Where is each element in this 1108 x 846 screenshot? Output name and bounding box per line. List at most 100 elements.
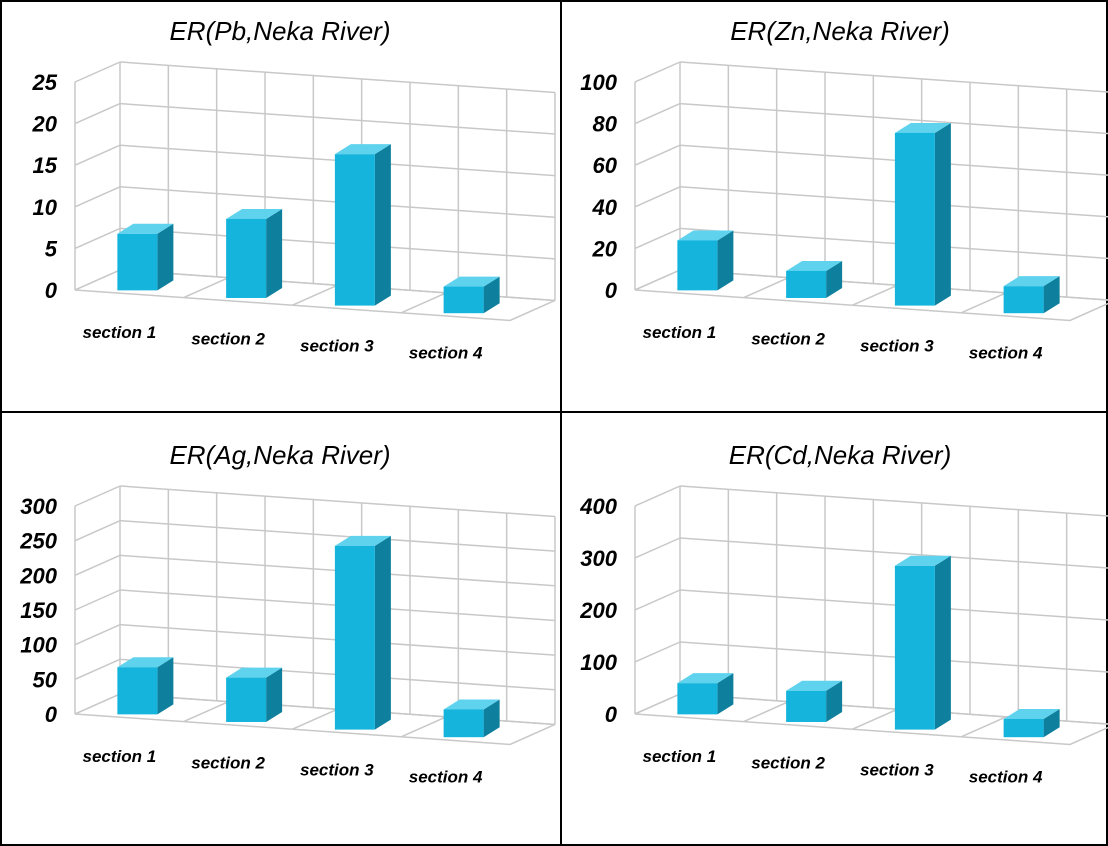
chart-title: ER(Ag,Neka River) (169, 440, 390, 470)
bar-front (1003, 719, 1044, 738)
chart-floor (634, 269, 1108, 322)
y-tick-label: 50 (33, 667, 58, 692)
gridline-side (74, 519, 121, 542)
floor-divider (292, 284, 338, 306)
floor-divider (852, 708, 898, 730)
gridline-side (74, 102, 121, 125)
x-category-label: section 3 (860, 336, 934, 355)
x-category-label: section 2 (191, 754, 265, 773)
gridline-back (119, 519, 556, 552)
bar-side (934, 122, 951, 306)
bar-front (786, 690, 827, 722)
gridline-side (74, 144, 121, 166)
bar-side (826, 680, 843, 722)
x-category-label: section 2 (191, 330, 265, 349)
x-category-label: section 1 (83, 323, 157, 342)
bar-1 (117, 657, 174, 715)
floor-divider (743, 276, 790, 299)
x-category-label: section 3 (860, 760, 934, 779)
gridline-side (634, 186, 681, 208)
bar-front (894, 132, 935, 306)
gridline-side (634, 537, 681, 559)
gridline-side (74, 658, 121, 681)
gridline-side (634, 641, 681, 663)
x-category-label: section 3 (300, 336, 374, 355)
bar-side (717, 230, 734, 291)
bar-4 (443, 699, 500, 738)
chart-title: ER(Cd,Neka River) (729, 440, 952, 470)
bar-4 (1003, 709, 1060, 738)
floor-divider (183, 700, 230, 723)
y-tick-label: 10 (33, 195, 58, 220)
bar-front (117, 233, 158, 291)
bar-side (934, 555, 951, 730)
bar-front (786, 270, 827, 298)
floor-divider (400, 292, 447, 314)
bar-4 (443, 276, 500, 314)
bar-3 (894, 122, 951, 306)
gridline-back (679, 102, 1108, 135)
bar-top (226, 208, 283, 219)
gridline-side (74, 186, 121, 208)
bar-top (894, 555, 951, 566)
floor-divider (960, 716, 1007, 738)
y-tick-label: 40 (592, 195, 618, 220)
y-tick-label: 100 (580, 650, 617, 675)
chart-title: ER(Pb,Neka River) (169, 16, 390, 46)
y-tick-label: 200 (579, 598, 617, 623)
bar-front (443, 709, 484, 738)
bar-side (1043, 709, 1060, 738)
bar-top (894, 122, 951, 133)
bar-top (443, 699, 500, 710)
bar-3 (334, 535, 391, 730)
bar-top (677, 673, 734, 684)
bar-side (826, 260, 843, 298)
gridline-back (679, 61, 1108, 93)
gridline-side (634, 61, 681, 83)
bar-front (117, 667, 158, 715)
y-tick-label: 15 (33, 153, 58, 178)
bar-top (1003, 276, 1060, 287)
y-tick-label: 150 (20, 598, 57, 623)
bar-side (717, 673, 734, 715)
gridline-side (74, 61, 121, 83)
y-tick-label: 25 (32, 70, 58, 95)
bar-top (226, 667, 283, 678)
y-tick-label: 20 (592, 236, 618, 261)
y-tick-label: 5 (45, 236, 58, 261)
y-tick-label: 0 (45, 278, 58, 303)
bar-2 (226, 667, 283, 722)
x-category-label: section 1 (643, 747, 717, 766)
y-tick-label: 300 (580, 546, 617, 571)
bar-top (443, 276, 500, 287)
x-category-label: section 4 (409, 767, 483, 786)
x-category-label: section 3 (300, 760, 374, 779)
bar-top (334, 144, 391, 155)
bar-top (786, 680, 843, 691)
floor-divider (852, 284, 898, 306)
gridline-side (634, 227, 681, 250)
y-tick-label: 400 (579, 494, 617, 519)
y-tick-label: 0 (45, 702, 58, 727)
bar-front (677, 683, 718, 715)
y-tick-label: 100 (20, 633, 57, 658)
x-category-label: section 4 (969, 343, 1043, 362)
bar-front (443, 286, 484, 314)
gridline-side (634, 485, 681, 507)
bar-side (1043, 276, 1060, 314)
bar-1 (677, 230, 734, 291)
bar-2 (786, 260, 843, 298)
chart-floor (74, 693, 556, 746)
chart-title: ER(Zn,Neka River) (730, 16, 950, 46)
chart-panel-4: ER(Cd,Neka River) 0 100 200 300 400 section 1 s… (579, 440, 1108, 786)
bar-3 (894, 555, 951, 730)
floor-divider (400, 716, 447, 738)
y-tick-label: 250 (19, 529, 57, 554)
bar-side (266, 667, 283, 722)
bar-top (1003, 709, 1060, 720)
chart-panel-2: ER(Zn,Neka River) 0 20 40 60 80 100 section 1 se… (580, 16, 1108, 362)
bar-side (266, 208, 283, 298)
floor-divider (292, 708, 338, 730)
x-category-label: section 1 (643, 323, 717, 342)
x-category-label: section 4 (969, 767, 1043, 786)
